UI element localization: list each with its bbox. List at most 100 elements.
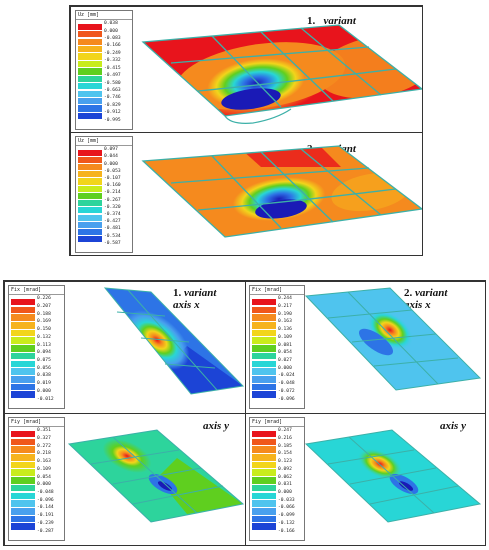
legend-row: 0.163 bbox=[250, 318, 304, 329]
legend-value: -0.160 bbox=[104, 183, 121, 189]
legend-value: 0.000 bbox=[104, 161, 118, 167]
legend-value: 0.247 bbox=[278, 428, 292, 434]
legend-row: 0.000 bbox=[9, 481, 64, 492]
legend-color-swatch bbox=[11, 298, 35, 306]
legend-value: 0.109 bbox=[37, 466, 51, 472]
legend-value: -0.287 bbox=[37, 528, 54, 534]
legend-value: 0.109 bbox=[278, 334, 292, 340]
legend-row: -0.912 bbox=[76, 109, 132, 120]
legend-row: 0.038 bbox=[76, 20, 132, 31]
uz-contour-plot-variant-1 bbox=[141, 24, 422, 124]
legend-value: 0.054 bbox=[278, 350, 292, 356]
legend-row: -0.053 bbox=[76, 168, 132, 178]
legend-color-swatch bbox=[11, 306, 35, 314]
legend-fiy-variant-1: Fiy [mrad] 0.351 0.327 0.272 0.218 0.163 0.10… bbox=[8, 417, 65, 541]
legend-fix-variant-1: Fix [mrad] 0.226 0.207 0.188 0.169 0.150 0.13… bbox=[8, 285, 65, 409]
legend-color-swatch bbox=[78, 236, 102, 243]
legend-color-swatch bbox=[78, 31, 102, 38]
legend-row: 0.218 bbox=[9, 450, 64, 461]
legend-row: 0.185 bbox=[250, 442, 304, 453]
legend-color-swatch bbox=[11, 314, 35, 321]
legend-value: 0.132 bbox=[37, 334, 51, 340]
legend-color-swatch bbox=[252, 477, 276, 484]
legend-color-swatch bbox=[11, 492, 35, 500]
top-panel-variant-2: Uz [mm] 0.097 0.044 0.000 -0.053 -0.107 -0.16… bbox=[70, 132, 423, 256]
fiy-contour-plot-variant-2 bbox=[304, 429, 482, 523]
legend-value: -0.497 bbox=[104, 73, 121, 79]
legend-color-swatch bbox=[11, 430, 35, 438]
legend-color-swatch bbox=[252, 352, 276, 360]
title-number: 1. bbox=[173, 287, 182, 299]
legend-row: 0.054 bbox=[250, 349, 304, 360]
legend-color-swatch bbox=[78, 185, 102, 192]
legend-value: -0.072 bbox=[278, 388, 295, 394]
legend-color-swatch bbox=[252, 461, 276, 469]
fiy-contour-plot-variant-1 bbox=[67, 429, 245, 523]
legend-value: 0.027 bbox=[278, 358, 292, 364]
legend-color-swatch bbox=[11, 383, 35, 391]
title-text: variant bbox=[323, 15, 356, 27]
legend-row: -0.024 bbox=[250, 372, 304, 383]
legend-value: -0.132 bbox=[278, 520, 295, 526]
legend-color-swatch bbox=[252, 391, 276, 398]
legend-row: -0.066 bbox=[250, 504, 304, 515]
legend-value: 0.062 bbox=[278, 474, 292, 480]
legend-color-swatch bbox=[11, 329, 35, 337]
legend-row: -0.083 bbox=[76, 35, 132, 45]
legend-row: 0.000 bbox=[9, 388, 64, 398]
legend-color-swatch bbox=[78, 200, 102, 207]
legend-row: 0.154 bbox=[250, 450, 304, 461]
legend-value: 0.038 bbox=[104, 21, 118, 27]
legend-row: 0.062 bbox=[250, 473, 304, 484]
legend-color-swatch bbox=[78, 192, 102, 199]
legend-color-swatch bbox=[252, 306, 276, 314]
legend-row: -0.249 bbox=[76, 50, 132, 60]
legend-row: -0.374 bbox=[76, 211, 132, 221]
legend-row: -0.214 bbox=[76, 189, 132, 199]
legend-value: 0.000 bbox=[104, 28, 118, 34]
legend-value: 0.218 bbox=[37, 451, 51, 457]
legend-row: 0.217 bbox=[250, 303, 304, 314]
legend-color-swatch bbox=[252, 383, 276, 391]
legend-color-swatch bbox=[252, 321, 276, 329]
legend-row: -0.160 bbox=[76, 182, 132, 192]
legend-row: 0.081 bbox=[250, 341, 304, 352]
legend-value: 0.044 bbox=[104, 154, 118, 160]
legend-color-swatch bbox=[78, 60, 102, 68]
legend-row: 0.272 bbox=[9, 442, 64, 453]
legend-row: 0.109 bbox=[250, 334, 304, 344]
legend-row: -0.048 bbox=[9, 489, 64, 500]
legend-row: 0.244 bbox=[250, 295, 304, 306]
legend-row: 0.054 bbox=[9, 473, 64, 484]
legend-header: Uz [mm] bbox=[76, 137, 132, 146]
legend-row: -0.580 bbox=[76, 79, 132, 90]
legend-value: 0.038 bbox=[37, 373, 51, 379]
legend-value: -0.048 bbox=[37, 490, 54, 496]
legend-value: 0.019 bbox=[37, 381, 51, 387]
legend-row: -0.320 bbox=[76, 204, 132, 214]
legend-value: 0.097 bbox=[104, 147, 118, 153]
legend-value: -0.048 bbox=[278, 381, 295, 387]
legend-color-swatch bbox=[78, 207, 102, 214]
legend-value: 0.000 bbox=[37, 388, 51, 394]
legend-row: 0.150 bbox=[9, 326, 64, 337]
legend-color-swatch bbox=[11, 321, 35, 329]
legend-row: -0.096 bbox=[250, 395, 304, 403]
legend-value: -0.320 bbox=[104, 204, 121, 210]
legend-value: -0.096 bbox=[37, 497, 54, 503]
legend-row: -0.012 bbox=[9, 395, 64, 403]
legend-row: -0.829 bbox=[76, 102, 132, 112]
legend-value: 0.113 bbox=[37, 342, 51, 348]
legend-value: -0.012 bbox=[37, 396, 54, 402]
legend-row: 0.000 bbox=[250, 489, 304, 500]
legend-row: 0.188 bbox=[9, 310, 64, 321]
legend-row: 0.075 bbox=[9, 357, 64, 368]
legend-color-swatch bbox=[252, 368, 276, 375]
legend-value: -0.053 bbox=[104, 168, 121, 174]
legend-color-swatch bbox=[78, 228, 102, 236]
legend-row: -0.048 bbox=[250, 380, 304, 391]
legend-color-swatch bbox=[252, 446, 276, 453]
legend-value: -0.144 bbox=[37, 505, 54, 511]
legend-row: -0.099 bbox=[250, 512, 304, 523]
legend-value: -0.587 bbox=[104, 240, 121, 246]
